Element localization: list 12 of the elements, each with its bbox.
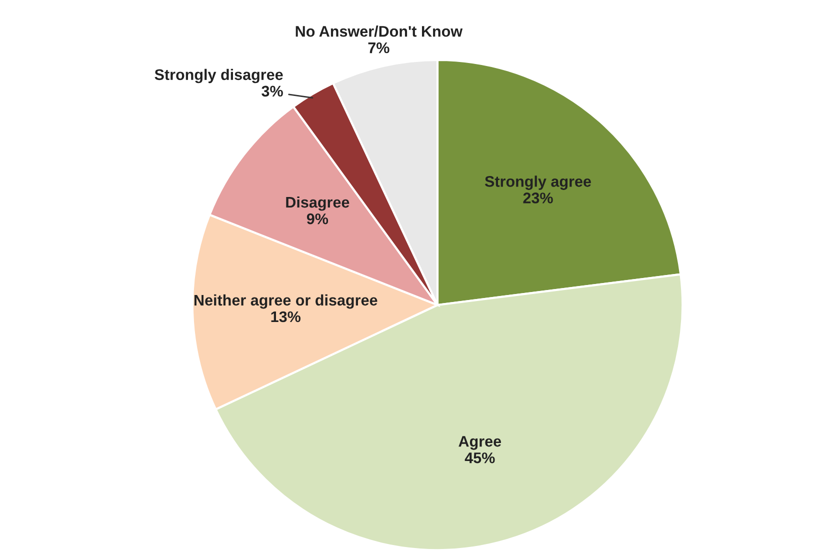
- data-label: 45%: [464, 452, 495, 464]
- data-label: 3%: [262, 86, 283, 97]
- data-label: 23%: [523, 192, 553, 204]
- slice-label: No Answer/Don't Know: [296, 26, 463, 37]
- slice-label: Strongly disagree: [154, 68, 283, 84]
- slice-label: Neither agree or disagree: [194, 294, 378, 309]
- data-label: 7%: [368, 42, 390, 54]
- slice-label: Agree: [458, 436, 502, 450]
- data-label: 13%: [271, 311, 300, 322]
- slice-label: Strongly agree: [484, 176, 591, 190]
- data-label: 9%: [306, 213, 328, 224]
- slice-label: Disagree: [286, 196, 350, 211]
